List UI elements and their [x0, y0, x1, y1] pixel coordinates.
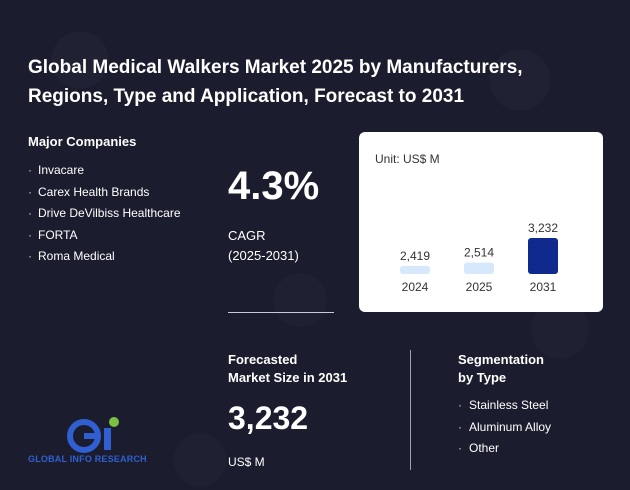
- vertical-divider: [410, 350, 411, 470]
- cagr-label: CAGR: [228, 228, 266, 243]
- segment-item: Stainless Steel: [458, 395, 551, 417]
- chart-card: Unit: US$ M 2,419 2024 2,514 2025 3,232 2031: [359, 132, 603, 312]
- bar-2031: [528, 238, 558, 274]
- segment-item: Aluminum Alloy: [458, 417, 551, 439]
- company-item: Drive DeVilbiss Healthcare: [28, 203, 208, 225]
- companies-list: Invacare Carex Health Brands Drive DeVil…: [28, 160, 208, 268]
- forecast-value: 3,232: [228, 400, 309, 436]
- company-item: Carex Health Brands: [28, 182, 208, 204]
- segmentation-heading: Segmentation by Type: [458, 351, 544, 387]
- bar-2024: [400, 265, 430, 274]
- company-item: FORTA: [28, 225, 208, 247]
- segmentation-heading-line2: by Type: [458, 370, 507, 385]
- cagr-period: (2025-2031): [228, 248, 299, 263]
- forecast-unit: US$ M: [228, 455, 265, 469]
- bar-category-label: 2031: [530, 280, 557, 294]
- company-item: Invacare: [28, 160, 208, 182]
- gir-logo-text: GLOBAL INFO RESEARCH: [28, 454, 147, 464]
- bar-value-label: 2,419: [400, 249, 430, 263]
- segmentation-heading-line1: Segmentation: [458, 352, 544, 367]
- bar-chart: 2,419 2024 2,514 2025 3,232 2031: [400, 221, 558, 294]
- segment-item: Other: [458, 438, 551, 460]
- gir-logo: GLOBAL INFO RESEARCH: [28, 414, 168, 470]
- cagr-value: 4.3%: [228, 164, 320, 208]
- cagr-label-block: CAGR (2025-2031): [228, 226, 299, 266]
- bar-2025: [464, 262, 494, 274]
- forecast-heading: Forecasted Market Size in 2031: [228, 351, 347, 387]
- cagr-divider: [228, 312, 334, 313]
- forecast-heading-line1: Forecasted: [228, 352, 298, 367]
- forecast-heading-line2: Market Size in 2031: [228, 370, 348, 385]
- company-item: Roma Medical: [28, 246, 208, 268]
- bar-value-label: 3,232: [528, 221, 558, 235]
- bar-category-label: 2025: [466, 280, 493, 294]
- companies-heading: Major Companies: [28, 134, 137, 149]
- page-title: Global Medical Walkers Market 2025 by Ma…: [28, 57, 523, 107]
- gir-logo-icon: [67, 417, 119, 453]
- chart-unit-label: Unit: US$ M: [375, 152, 440, 166]
- segmentation-list: Stainless Steel Aluminum Alloy Other: [458, 395, 551, 460]
- bar-value-label: 2,514: [464, 246, 494, 260]
- bar-category-label: 2024: [402, 280, 429, 294]
